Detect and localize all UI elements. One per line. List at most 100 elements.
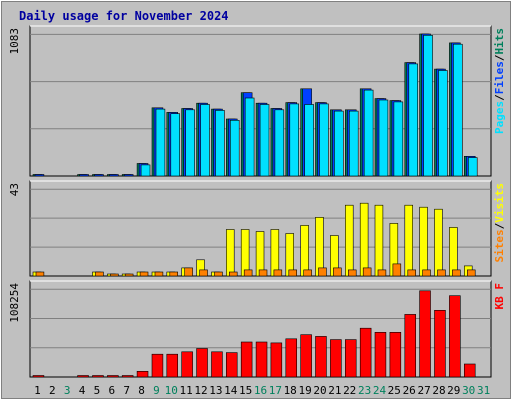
bar-visits-day-15 [240, 229, 250, 277]
bar-kb-f-day-22 [344, 339, 357, 378]
bar-sites-day-24 [377, 269, 387, 277]
x-tick-label: 4 [79, 384, 86, 397]
bar-kb-f-day-30 [463, 363, 476, 378]
bar-kb-f-day-14 [226, 352, 238, 378]
bar-kb-f-day-1 [32, 375, 45, 378]
bar-sites-day-26 [407, 269, 416, 277]
bar-sites-day-15 [243, 269, 253, 277]
bar-sites-day-11 [184, 267, 193, 277]
x-tick-label: 15 [239, 384, 252, 397]
bar-pages-day-22 [348, 110, 359, 177]
bar-sites-day-17 [273, 269, 283, 277]
bar-kb-f-day-25 [389, 331, 402, 378]
x-tick-label: 13 [209, 384, 222, 397]
bar-sites-day-21 [333, 267, 342, 277]
bar-kb-f-day-18 [285, 338, 297, 378]
bar-pages-day-14 [230, 120, 240, 177]
bar-sites-day-25 [392, 263, 402, 277]
x-tick-label: 24 [373, 384, 387, 397]
bar-kb-f-day-24 [374, 331, 387, 378]
chart-title: Daily usage for November 2024 [19, 9, 229, 23]
x-tick-label: 12 [194, 384, 207, 397]
legend-entry: Files [493, 61, 506, 94]
bar-kb-f-day-26 [404, 314, 416, 378]
bar-files-day-7 [123, 174, 134, 177]
legend-entry: KB F [493, 283, 506, 310]
x-tick-label: 27 [417, 384, 430, 397]
legend: Pages/Files/Hits [493, 28, 506, 134]
bar-sites-day-29 [452, 269, 461, 277]
bar-kb-f-day-19 [300, 334, 312, 378]
legend-entry: / [493, 54, 506, 61]
bar-pages-day-24 [378, 99, 389, 177]
x-tick-label: 23 [358, 384, 371, 397]
bar-sites-day-30 [466, 269, 476, 277]
bar-kb-f-day-4 [77, 375, 89, 378]
bar-kb-f-day-15 [240, 341, 253, 378]
bar-kb-f-day-12 [196, 348, 208, 378]
x-tick-label: 7 [123, 384, 130, 397]
bar-kb-f-day-10 [166, 353, 179, 378]
bar-pages-day-20 [319, 103, 329, 177]
x-tick-label: 20 [313, 384, 326, 397]
bar-sites-day-12 [199, 269, 208, 277]
bar-pages-day-28 [438, 70, 448, 177]
bar-sites-day-1 [35, 271, 45, 277]
bar-visits-day-28 [434, 208, 443, 277]
x-tick-label: 19 [298, 384, 311, 397]
bar-files-day-1 [34, 174, 45, 177]
bar-visits-day-22 [344, 204, 354, 277]
bar-kb-f-day-29 [449, 295, 461, 378]
bar-kb-f-day-8 [136, 370, 149, 378]
bar-kb-f-day-6 [107, 375, 119, 378]
bar-files-day-5 [94, 174, 104, 177]
bar-pages-day-18 [289, 103, 299, 177]
bar-sites-day-22 [347, 269, 357, 277]
bar-visits-day-19 [300, 225, 309, 277]
bar-kb-f-day-7 [121, 375, 134, 378]
bar-kb-f-day-23 [359, 327, 372, 378]
bar-sites-day-28 [437, 269, 446, 277]
bar-pages-day-23 [363, 89, 374, 177]
bar-pages-day-9 [155, 108, 166, 177]
x-tick-label: 2 [49, 384, 56, 397]
x-tick-label: 14 [224, 384, 238, 397]
bar-visits-day-17 [270, 229, 280, 277]
bar-visits-day-27 [419, 206, 428, 277]
legend: Sites/Visits [493, 183, 506, 263]
legend: KB F [493, 283, 506, 310]
bar-kb-f-day-28 [434, 309, 446, 378]
x-tick-label: 22 [343, 384, 356, 397]
bar-visits-day-14 [226, 229, 235, 277]
panel-kbytes: 108254 KB F [8, 280, 506, 378]
bar-visits-day-23 [359, 202, 369, 277]
bar-pages-day-21 [334, 110, 344, 177]
x-tick-label: 17 [269, 384, 282, 397]
y-max-label: 108254 [8, 283, 21, 323]
bar-sites-day-7 [124, 273, 134, 277]
bar-sites-day-19 [303, 269, 312, 277]
bar-pages-day-8 [140, 164, 151, 177]
bar-files-day-6 [109, 174, 119, 177]
bar-sites-day-23 [362, 267, 372, 277]
x-tick-label: 6 [108, 384, 115, 397]
bar-kb-f-day-27 [419, 290, 431, 378]
bar-pages-day-13 [215, 110, 225, 177]
y-max-label: 43 [8, 183, 21, 196]
x-tick-label: 18 [284, 384, 297, 397]
bar-kb-f-day-16 [255, 341, 268, 378]
bar-pages-day-30 [467, 157, 478, 177]
bar-kb-f-day-17 [270, 342, 283, 378]
bar-sites-day-14 [229, 271, 238, 277]
x-tick-label: 3 [64, 384, 71, 397]
bar-visits-day-26 [404, 204, 413, 277]
bar-visits-day-20 [315, 217, 324, 277]
bar-pages-day-26 [408, 63, 418, 177]
x-tick-label: 8 [138, 384, 145, 397]
bar-kb-f-day-11 [181, 351, 193, 378]
x-tick-label: 5 [94, 384, 101, 397]
bar-sites-day-10 [169, 271, 179, 277]
